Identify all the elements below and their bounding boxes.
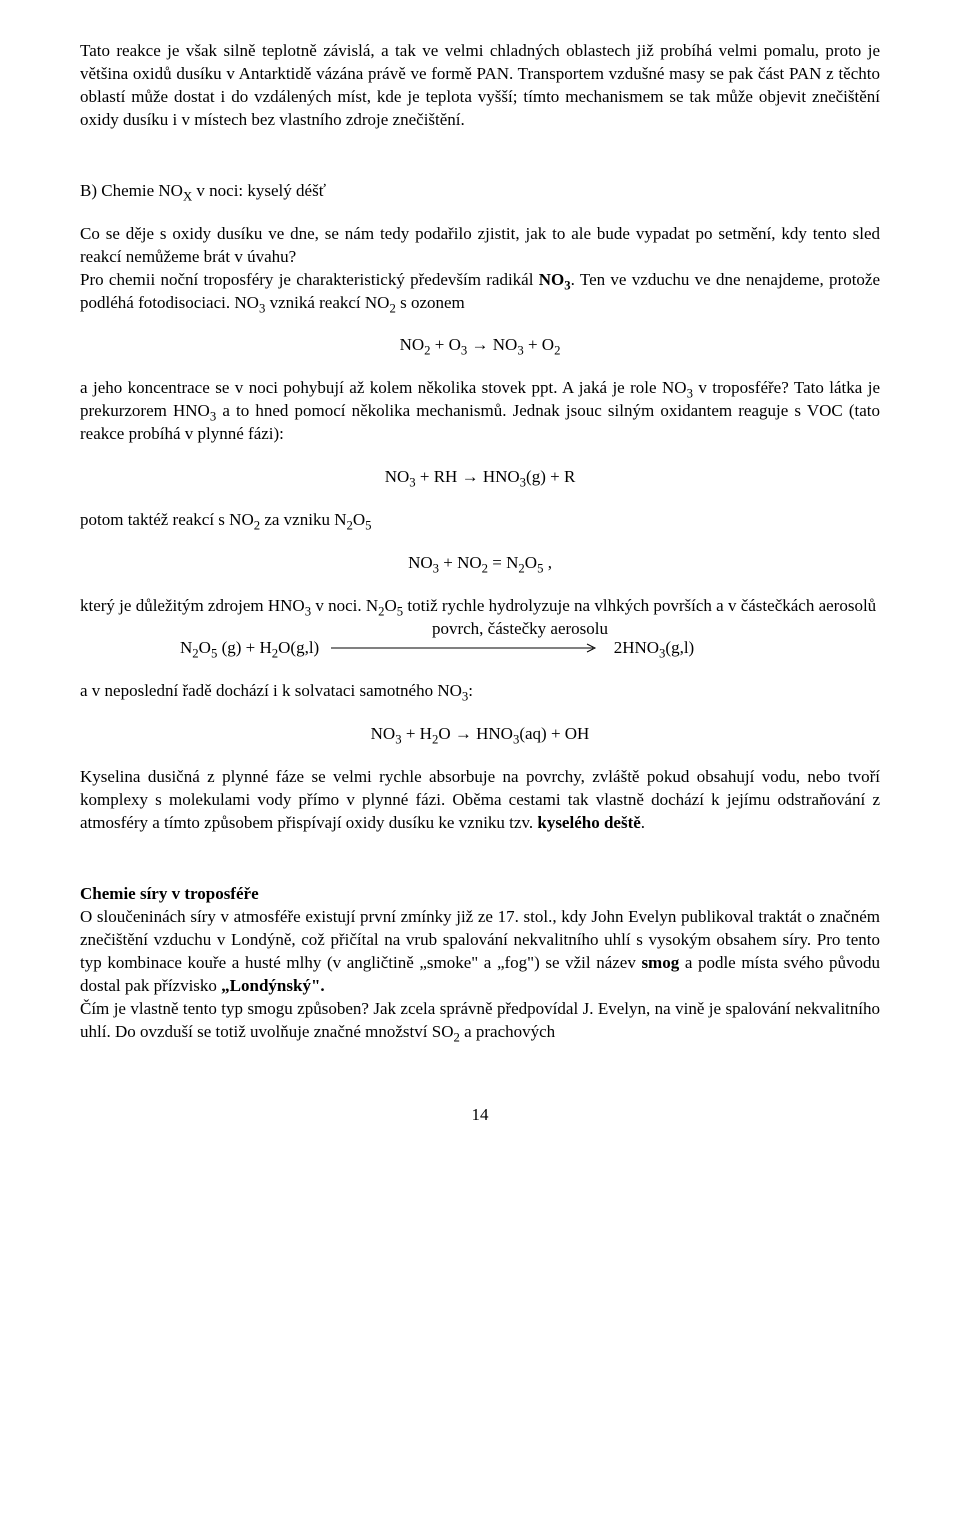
equation-3: NO3 + NO2 = N2O5 , bbox=[80, 552, 880, 575]
heading-text-suffix: v noci: kyselý déšť bbox=[192, 181, 326, 200]
eq-text: → NO bbox=[467, 335, 517, 354]
eq-text: + H bbox=[402, 724, 432, 743]
spacer bbox=[80, 855, 880, 883]
paragraph-smog-cause: Čím je vlastně tento typ smogu způsoben?… bbox=[80, 998, 880, 1044]
eq-text: O → HNO bbox=[438, 724, 513, 743]
eq4-label: povrch, částečky aerosolu bbox=[432, 619, 608, 638]
text: v noci. N bbox=[311, 596, 378, 615]
eq-sub: 2 bbox=[554, 344, 560, 358]
bold-text: „Londýnský". bbox=[221, 976, 324, 995]
eq4-body: N2O5 (g) + H2O(g,l) 2HNO3(g,l) bbox=[80, 637, 880, 661]
text: O bbox=[385, 596, 397, 615]
heading-text: Chemie síry v troposféře bbox=[80, 884, 259, 903]
eq-text: (g,l) bbox=[665, 638, 694, 657]
text: Pro chemii noční troposféry je charakter… bbox=[80, 270, 539, 289]
eq-text: , bbox=[543, 553, 552, 572]
page-number: 14 bbox=[80, 1104, 880, 1127]
eq-text: N bbox=[180, 638, 192, 657]
eq-text: (aq) + OH bbox=[519, 724, 589, 743]
heading-sulfur: Chemie síry v troposféře bbox=[80, 883, 880, 906]
text: totiž rychle hydrolyzuje na vlhkých povr… bbox=[403, 596, 876, 615]
eq-text: = N bbox=[488, 553, 518, 572]
eq-text: (g) + H bbox=[217, 638, 271, 657]
text: který je důležitým zdrojem HNO bbox=[80, 596, 305, 615]
eq-text: + NO bbox=[439, 553, 482, 572]
paragraph-acid-rain: Kyselina dusičná z plynné fáze se velmi … bbox=[80, 766, 880, 835]
paragraph-n2o5: potom taktéž reakcí s NO2 za vzniku N2O5 bbox=[80, 509, 880, 532]
eq-text: NO bbox=[385, 467, 410, 486]
eq-text: (g) + R bbox=[526, 467, 575, 486]
equation-5: NO3 + H2O → HNO3(aq) + OH bbox=[80, 723, 880, 746]
bold-text: kyselého deště bbox=[537, 813, 640, 832]
page-number-text: 14 bbox=[472, 1105, 489, 1124]
text: Co se děje s oxidy dusíku ve dne, se nám… bbox=[80, 224, 880, 266]
equation-2: NO3 + RH → HNO3(g) + R bbox=[80, 466, 880, 489]
eq-text: NO bbox=[400, 335, 425, 354]
paragraph-role: a jeho koncentrace se v noci pohybují až… bbox=[80, 377, 880, 446]
eq-text: NO bbox=[371, 724, 396, 743]
bold-text: NO bbox=[539, 270, 565, 289]
eq-text: O bbox=[525, 553, 537, 572]
arrow-icon bbox=[331, 638, 601, 661]
eq-text: 2HNO bbox=[614, 638, 659, 657]
text: vzniká reakcí NO bbox=[265, 293, 389, 312]
eq-text: O(g,l) bbox=[278, 638, 319, 657]
paragraph-question: Co se děje s oxidy dusíku ve dne, se nám… bbox=[80, 223, 880, 269]
paragraph-intro: Tato reakce je však silně teplotně závis… bbox=[80, 40, 880, 132]
equation-4: povrch, částečky aerosolu N2O5 (g) + H2O… bbox=[80, 618, 880, 661]
text: s ozonem bbox=[396, 293, 465, 312]
eq-text: NO bbox=[408, 553, 433, 572]
equation-1: NO2 + O3 → NO3 + O2 bbox=[80, 334, 880, 357]
paragraph-solvation: a v neposlední řadě dochází i k solvatac… bbox=[80, 680, 880, 703]
eq-text: + O bbox=[524, 335, 554, 354]
eq-text: O bbox=[199, 638, 211, 657]
eq-text: + RH → HNO bbox=[416, 467, 520, 486]
text: Tato reakce je však silně teplotně závis… bbox=[80, 41, 880, 129]
text: : bbox=[468, 681, 473, 700]
spacer bbox=[80, 152, 880, 180]
paragraph-no3-intro: Pro chemii noční troposféry je charakter… bbox=[80, 269, 880, 315]
section-heading-b: B) Chemie NOX v noci: kyselý déšť bbox=[80, 180, 880, 203]
heading-text-prefix: B) Chemie NO bbox=[80, 181, 183, 200]
text: a jeho koncentrace se v noci pohybují až… bbox=[80, 378, 687, 397]
text: Kyselina dusičná z plynné fáze se velmi … bbox=[80, 767, 880, 832]
text: O bbox=[353, 510, 365, 529]
paragraph-sulfur-history: O sloučeninách síry v atmosféře existují… bbox=[80, 906, 880, 998]
heading-sub: X bbox=[183, 189, 192, 203]
paragraph-hno3-source: který je důležitým zdrojem HNO3 v noci. … bbox=[80, 595, 880, 618]
text: . bbox=[641, 813, 645, 832]
text: a prachových bbox=[460, 1022, 555, 1041]
text: za vzniku N bbox=[260, 510, 346, 529]
text: a v neposlední řadě dochází i k solvatac… bbox=[80, 681, 462, 700]
sub: 5 bbox=[365, 519, 371, 533]
text: potom taktéž reakcí s NO bbox=[80, 510, 254, 529]
eq-text: + O bbox=[431, 335, 461, 354]
bold-text: smog bbox=[641, 953, 679, 972]
